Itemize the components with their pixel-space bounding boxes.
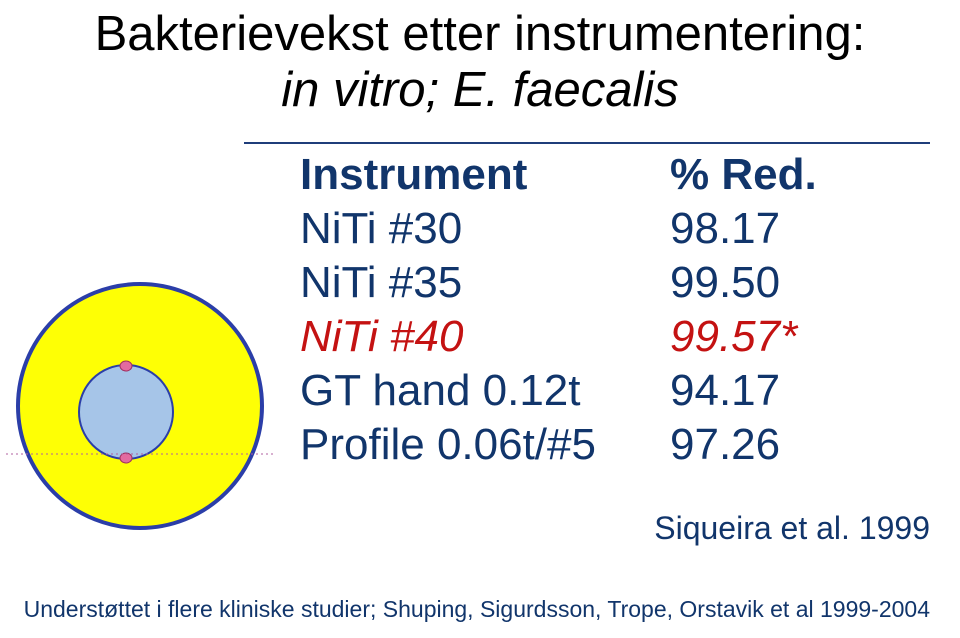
table-row: NiTi #40 99.57*: [300, 312, 870, 366]
header-label: Instrument: [300, 150, 670, 200]
cross-section-diagram: [6, 276, 274, 536]
table-row: Profile 0.06t/#5 97.26: [300, 420, 870, 474]
row-value: 94.17: [670, 366, 870, 416]
row-value: 98.17: [670, 204, 870, 254]
row-label: NiTi #35: [300, 258, 670, 308]
table-row: NiTi #35 99.50: [300, 258, 870, 312]
title-underline: [244, 142, 930, 144]
table-row: NiTi #30 98.17: [300, 204, 870, 258]
row-value: 97.26: [670, 420, 870, 470]
header-value: % Red.: [670, 150, 870, 200]
footnote: Understøttet i flere kliniske studier; S…: [0, 596, 930, 623]
row-label: NiTi #40: [300, 312, 670, 362]
row-label: NiTi #30: [300, 204, 670, 254]
title-line1: Bakterievekst etter instrumentering:: [95, 7, 866, 61]
row-value: 99.50: [670, 258, 870, 308]
title-line2: in vitro; E. faecalis: [281, 63, 679, 117]
bump-top: [120, 361, 132, 371]
inner-circle: [79, 365, 173, 459]
table-row: GT hand 0.12t 94.17: [300, 366, 870, 420]
slide-title: Bakterievekst etter instrumentering: in …: [0, 6, 960, 119]
table-header: Instrument % Red.: [300, 150, 870, 204]
row-label: GT hand 0.12t: [300, 366, 670, 416]
data-table: Instrument % Red. NiTi #30 98.17 NiTi #3…: [300, 150, 870, 474]
row-value: 99.57*: [670, 312, 870, 362]
row-label: Profile 0.06t/#5: [300, 420, 670, 470]
